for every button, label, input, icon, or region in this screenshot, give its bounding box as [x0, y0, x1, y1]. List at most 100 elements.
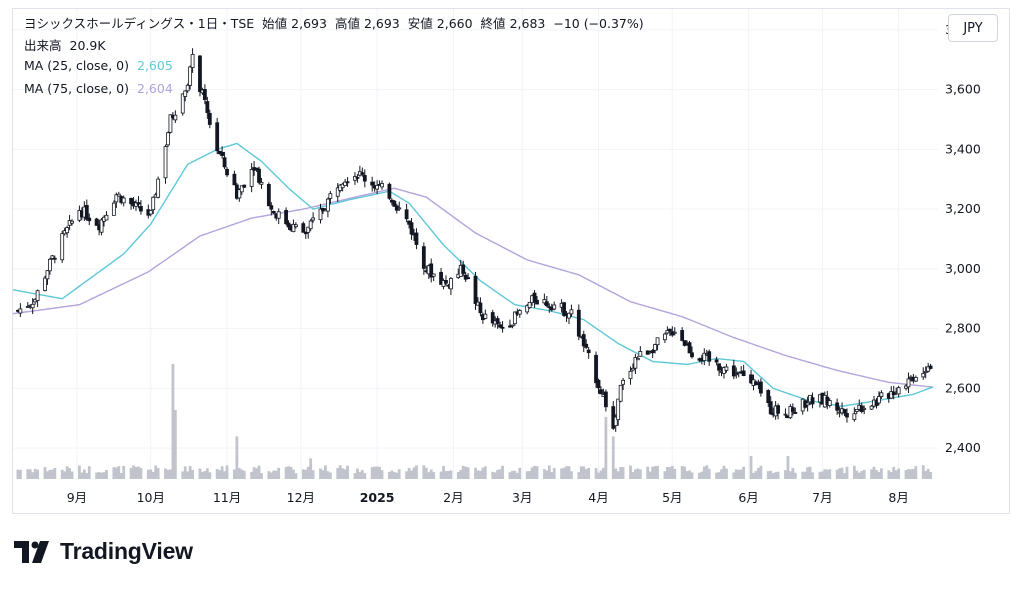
candle-body [345, 181, 350, 184]
candle-body [877, 396, 881, 404]
volume-bar [825, 469, 829, 479]
volume-bar [277, 467, 281, 479]
volume-bar [309, 458, 313, 479]
volume-bar [459, 469, 463, 479]
volume-bar [444, 470, 448, 479]
volume-bar [742, 466, 746, 479]
volume-bar [668, 466, 672, 479]
candle-body [183, 90, 188, 97]
volume-bar [272, 470, 276, 479]
volume-bar [119, 473, 123, 479]
volume-bar [889, 471, 893, 479]
legend-open-label: 始値 [262, 16, 288, 31]
volume-bar [717, 472, 721, 479]
volume-bar [680, 466, 684, 479]
volume-bar [491, 471, 495, 479]
legend-ma75[interactable]: MA (75, close, 0) 2,604 [24, 80, 177, 98]
candle-body [926, 366, 931, 372]
currency-button[interactable]: JPY [948, 14, 998, 42]
candle-body [139, 206, 143, 212]
volume-bar [36, 469, 40, 479]
legend-close: 2,683 [509, 16, 546, 31]
volume-bar [134, 466, 138, 479]
candle-body [663, 333, 667, 341]
volume-bar [356, 468, 359, 479]
candle-body [173, 114, 178, 121]
candle-body [163, 146, 168, 179]
candle-body [111, 202, 116, 216]
candle-body [616, 398, 621, 421]
candle-body [291, 223, 296, 233]
volume-bar [838, 468, 841, 479]
time-tick-label: 4月 [588, 490, 608, 505]
volume-bar [749, 456, 753, 479]
time-axis[interactable]: 9月 10月 11月 12月 2025 2月 3月 4月 5月 6月 7月 8月 [67, 490, 909, 505]
candle-body [180, 93, 185, 114]
volume-bar [752, 472, 755, 479]
volume-bar [360, 470, 364, 479]
candle-body [397, 207, 402, 210]
chart-frame: 3,8003,6003,4003,2003,0002,8002,6002,400… [12, 8, 1010, 514]
volume-bar [862, 469, 866, 479]
volume-bar [757, 467, 760, 479]
candle-body [845, 413, 849, 418]
volume-bar [164, 468, 167, 479]
candle-body [852, 413, 857, 420]
volume-bar [117, 466, 121, 479]
volume-bar [803, 471, 807, 479]
volume-bar [225, 465, 229, 479]
candle-body [43, 277, 47, 291]
candle-body [510, 324, 515, 327]
candle-body [714, 359, 719, 363]
candle-body [190, 54, 195, 68]
candle-body [690, 352, 694, 358]
candle-body [257, 168, 261, 183]
candle-body [835, 402, 840, 411]
volume-bar [811, 472, 814, 479]
volume-bar [250, 471, 254, 479]
price-tick-label: 3,200 [945, 201, 981, 216]
volume-bar [240, 469, 244, 479]
candle-body [116, 193, 121, 197]
volume-bar [397, 469, 401, 479]
legend-ma75-label: MA (75, close, 0) [24, 81, 130, 96]
volume-bar [759, 465, 763, 479]
volume-bar [579, 466, 583, 479]
tradingview-logo[interactable]: TradingView [14, 538, 193, 565]
volume-bar [203, 471, 207, 479]
ma75-layer [13, 187, 934, 388]
candle-body [375, 185, 379, 190]
candle-body [439, 271, 443, 285]
price-tick-label: 3,600 [945, 82, 981, 97]
volume-bar [97, 472, 101, 479]
candle-body [242, 184, 247, 188]
volume-bar [651, 466, 655, 479]
volume-bar [65, 466, 69, 479]
volume-bar [597, 472, 600, 479]
candle-body [776, 405, 780, 414]
candle-body [635, 358, 640, 361]
volume-bar [442, 465, 445, 479]
volume-bar [156, 467, 160, 479]
volume-bar [205, 468, 209, 479]
volume-bar [171, 364, 175, 479]
candle-body [48, 258, 52, 272]
volume-bar [269, 472, 273, 479]
candle-body [702, 352, 707, 361]
candle-body [495, 318, 500, 324]
volume-bar [616, 471, 620, 479]
volume-bar [525, 471, 529, 479]
price-chart[interactable]: 3,8003,6003,4003,2003,0002,8002,6002,400… [13, 9, 1009, 513]
candle-body [631, 367, 635, 371]
volume-bar [570, 471, 573, 479]
volume-bar [415, 465, 418, 479]
volume-bar [324, 465, 327, 479]
volume-bar [292, 469, 295, 479]
volume-bar [929, 472, 933, 479]
volume-bar [818, 471, 822, 479]
time-tick-label: 12月 [287, 490, 315, 505]
legend-ma25[interactable]: MA (25, close, 0) 2,605 [24, 57, 177, 75]
volume-bar [16, 469, 20, 479]
volume-bar [422, 465, 426, 479]
